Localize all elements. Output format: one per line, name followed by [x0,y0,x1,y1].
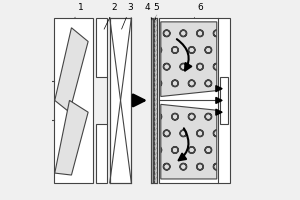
Bar [159,18,230,183]
Text: 3: 3 [122,3,133,29]
Polygon shape [161,22,217,96]
Text: 5: 5 [153,3,159,20]
Bar [151,18,153,183]
Bar [54,18,93,183]
Polygon shape [55,100,88,175]
Bar [154,18,157,183]
Polygon shape [55,28,88,112]
Bar [96,18,107,77]
Bar [220,77,228,124]
Polygon shape [161,104,217,179]
Bar [96,124,107,183]
Bar [110,18,131,183]
Text: 2: 2 [104,3,118,29]
Text: 4: 4 [144,3,152,20]
Text: 1: 1 [75,3,84,18]
Text: 6: 6 [195,3,203,17]
